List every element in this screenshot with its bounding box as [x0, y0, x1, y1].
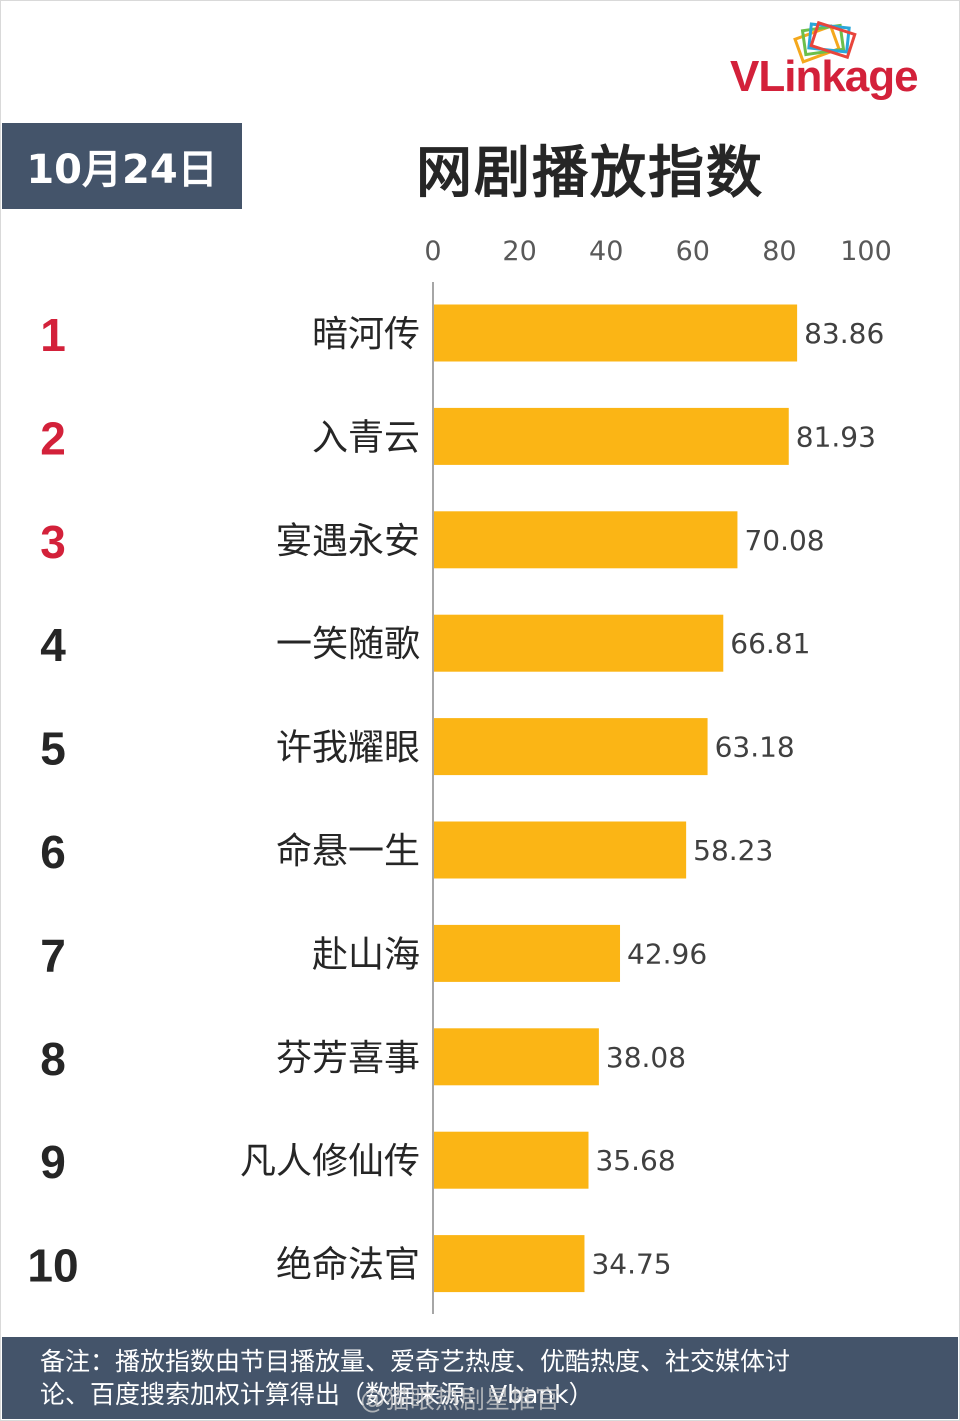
x-tick-label: 20	[502, 236, 536, 267]
footer-note-line-1: 备注：播放指数由节目播放量、爱奇艺热度、优酷热度、社交媒体讨	[40, 1347, 791, 1376]
watermark: @猫眼热剧星推官	[360, 1385, 561, 1414]
category-label: 芬芳喜事	[276, 1038, 420, 1079]
logo-text: VLinkage	[730, 52, 919, 101]
bar-chart: 0 20 40 60 80 100 83.86 暗河传 1 81.93 入青云 2 70.08 宴遇永安 3…	[27, 236, 892, 1314]
data-label: 34.75	[591, 1248, 671, 1281]
rank-number: 1	[40, 309, 66, 361]
bar	[434, 821, 687, 879]
footer-note: 备注：播放指数由节目播放量、爱奇艺热度、优酷热度、社交媒体讨 论、百度搜索加权计…	[2, 1337, 958, 1419]
rank-number: 10	[27, 1240, 78, 1292]
data-label: 58.23	[693, 834, 773, 867]
category-label: 凡人修仙传	[240, 1141, 420, 1182]
rank-number: 6	[40, 826, 66, 878]
rank-number: 9	[40, 1136, 66, 1188]
category-label: 许我耀眼	[276, 728, 420, 769]
rank-number: 3	[40, 516, 66, 568]
rank-number: 2	[40, 412, 66, 464]
data-label: 35.68	[595, 1144, 675, 1177]
data-label: 81.93	[796, 420, 876, 453]
rank-number: 5	[40, 723, 66, 775]
date-badge: 10月24日	[2, 123, 242, 209]
category-label: 暗河传	[312, 314, 420, 355]
x-tick-label: 0	[424, 236, 441, 267]
chart-title: 网剧播放指数	[416, 140, 764, 206]
data-label: 70.08	[744, 524, 824, 557]
x-tick-label: 100	[840, 236, 892, 267]
category-label: 宴遇永安	[276, 521, 420, 562]
bar	[434, 718, 708, 776]
bar	[434, 511, 738, 569]
bar	[434, 1028, 599, 1086]
x-tick-label: 60	[676, 236, 710, 267]
rank-number: 4	[40, 619, 66, 671]
rank-number: 8	[40, 1033, 66, 1085]
category-label: 一笑随歌	[276, 624, 420, 665]
bar	[434, 924, 621, 982]
x-tick-label: 40	[589, 236, 623, 267]
rank-number: 7	[40, 929, 66, 981]
bar	[434, 1131, 589, 1189]
logo-cards-icon	[793, 20, 857, 64]
category-label: 命悬一生	[276, 831, 420, 872]
bar	[434, 614, 724, 672]
footer-note-line-2: 论、百度搜索加权计算得出（数据来源：Vbank）	[40, 1380, 594, 1409]
vlinkage-logo: VLinkage	[730, 18, 952, 104]
bar	[434, 407, 789, 465]
data-label: 38.08	[606, 1041, 686, 1074]
data-label: 66.81	[730, 627, 810, 660]
data-label: 63.18	[715, 731, 795, 764]
bar	[434, 1235, 585, 1293]
x-tick-label: 80	[762, 236, 796, 267]
bar	[434, 304, 798, 362]
category-label: 绝命法官	[276, 1245, 420, 1286]
category-label: 入青云	[312, 417, 420, 458]
data-label: 42.96	[627, 937, 707, 970]
category-label: 赴山海	[312, 934, 420, 975]
data-label: 83.86	[804, 317, 884, 350]
